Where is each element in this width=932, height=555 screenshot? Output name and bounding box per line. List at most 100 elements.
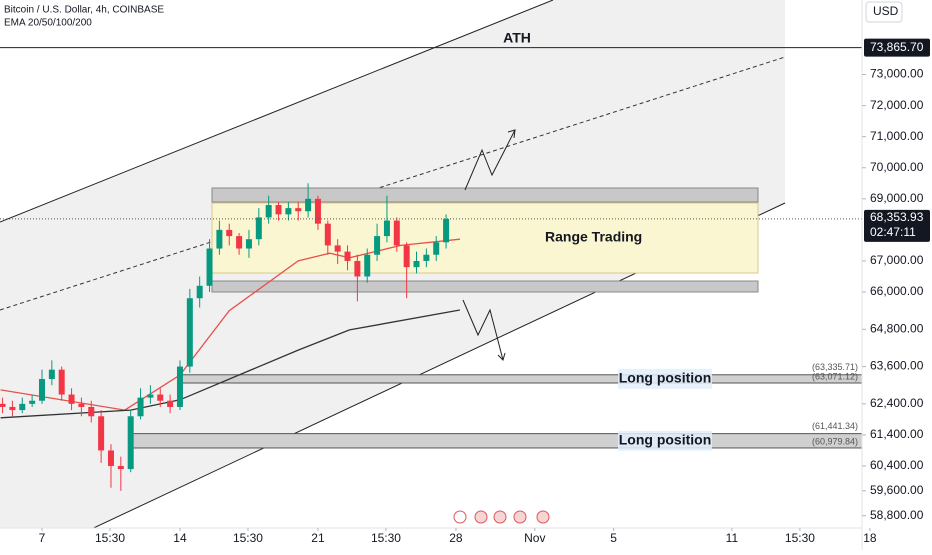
x-tick-label: 15:30 — [371, 531, 401, 545]
candle-body — [423, 254, 430, 261]
arrow-down-head — [497, 352, 506, 361]
candle-body — [19, 403, 26, 411]
arrow-down — [462, 299, 504, 361]
channel-upper — [0, 0, 554, 223]
icon — [453, 510, 467, 524]
x-tick-label: 7 — [39, 531, 46, 545]
currency-box[interactable] — [865, 1, 903, 23]
zone-label-bg — [618, 430, 712, 451]
y-tick-label: 69,000.00 — [870, 191, 924, 205]
candle-body — [295, 208, 302, 212]
range-label: Range Trading — [545, 229, 642, 245]
x-tick-label: 28 — [449, 531, 463, 545]
candle-body — [9, 406, 16, 411]
x-tick-label: 18 — [863, 531, 877, 545]
zone-label: Long position — [619, 431, 712, 447]
icon — [536, 510, 550, 524]
zone — [179, 374, 862, 384]
candle-body — [147, 394, 154, 398]
x-tick-label: 5 — [610, 531, 617, 545]
y-tick-label: 60,400.00 — [870, 458, 924, 472]
last-price-box — [864, 209, 930, 242]
currency[interactable]: USD — [873, 4, 899, 18]
candle-body — [226, 229, 233, 237]
x-tick-label: 15:30 — [95, 531, 125, 545]
zone-top-label: (61,441.34) — [812, 421, 858, 431]
candle-body — [68, 394, 75, 404]
channel-shade — [0, 0, 785, 528]
candle-body — [167, 400, 174, 407]
candle-body — [443, 218, 450, 243]
candle-body — [117, 465, 124, 470]
y-tick-label: 73,000.00 — [870, 67, 924, 81]
y-tick-label: 66,000.00 — [870, 284, 924, 298]
candle-body — [0, 403, 6, 407]
x-tick-label: 14 — [173, 531, 187, 545]
candle-body — [38, 378, 45, 401]
x-tick-label: 11 — [726, 531, 739, 545]
candle-body — [236, 236, 243, 249]
candle-body — [433, 242, 440, 255]
toolbar-icons — [453, 510, 550, 524]
candle-body — [255, 217, 262, 240]
candle-body — [137, 397, 144, 417]
x-tick-label: 15:30 — [785, 531, 815, 545]
ath-price-label: 73,865.70 — [870, 40, 924, 54]
candle-body — [305, 198, 312, 212]
chart-subtitle: EMA 20/50/100/200 — [4, 18, 92, 29]
y-tick-label: 59,600.00 — [870, 483, 924, 497]
icon — [474, 510, 488, 524]
candle-body — [275, 205, 282, 215]
y-tick-label: 58,800.00 — [870, 508, 924, 522]
candle-body — [216, 229, 223, 249]
candle-body — [88, 406, 95, 417]
x-tick-label: 21 — [311, 531, 325, 545]
candle-body — [206, 248, 213, 286]
candle-body — [344, 251, 351, 261]
candle-body — [48, 369, 55, 379]
candle-body — [285, 208, 292, 215]
candle-body — [58, 369, 65, 395]
candle-body — [364, 254, 371, 277]
arrow-up — [464, 129, 516, 191]
resistance-band — [211, 187, 759, 203]
candle-body — [245, 239, 252, 249]
candle-body — [383, 220, 390, 237]
support-band — [211, 280, 759, 293]
candle-body — [98, 416, 105, 451]
y-tick-label: 61,400.00 — [870, 427, 924, 441]
candle-body — [314, 198, 321, 224]
ath-price-box — [864, 38, 930, 57]
x-tick-label: 15:30 — [233, 531, 263, 545]
y-tick-label: 72,000.00 — [870, 98, 924, 112]
candle-body — [176, 366, 183, 407]
candle-body — [413, 260, 420, 268]
candle-body — [157, 394, 164, 401]
zone-label: Long position — [619, 370, 712, 386]
candle-body — [127, 416, 134, 470]
range-box — [211, 202, 759, 274]
countdown: 02:47:11 — [870, 225, 916, 239]
ema-line — [0, 309, 461, 419]
candle-body — [403, 245, 410, 268]
icon — [513, 510, 527, 524]
candle-body — [334, 245, 341, 252]
x-tick-label: Nov — [524, 531, 545, 545]
y-tick-label: 70,000.00 — [870, 160, 924, 174]
y-tick-label: 67,000.00 — [870, 253, 924, 267]
channel-mid — [0, 56, 786, 311]
zone-bottom-label: (63,071.12) — [812, 371, 858, 381]
last-price-label: 68,353.93 — [870, 210, 924, 224]
y-tick-label: 71,000.00 — [870, 129, 924, 143]
candle-body — [354, 260, 361, 277]
arrow-up-head — [507, 129, 516, 139]
zone-bottom-label: (60,979.84) — [812, 436, 858, 446]
candle-body — [374, 236, 381, 255]
y-tick-label: 63,600.00 — [870, 359, 924, 373]
zone — [130, 433, 862, 449]
chart-title: Bitcoin / U.S. Dollar, 4h, COINBASE — [4, 5, 164, 16]
candle-body — [107, 450, 114, 466]
candle-body — [186, 298, 193, 367]
